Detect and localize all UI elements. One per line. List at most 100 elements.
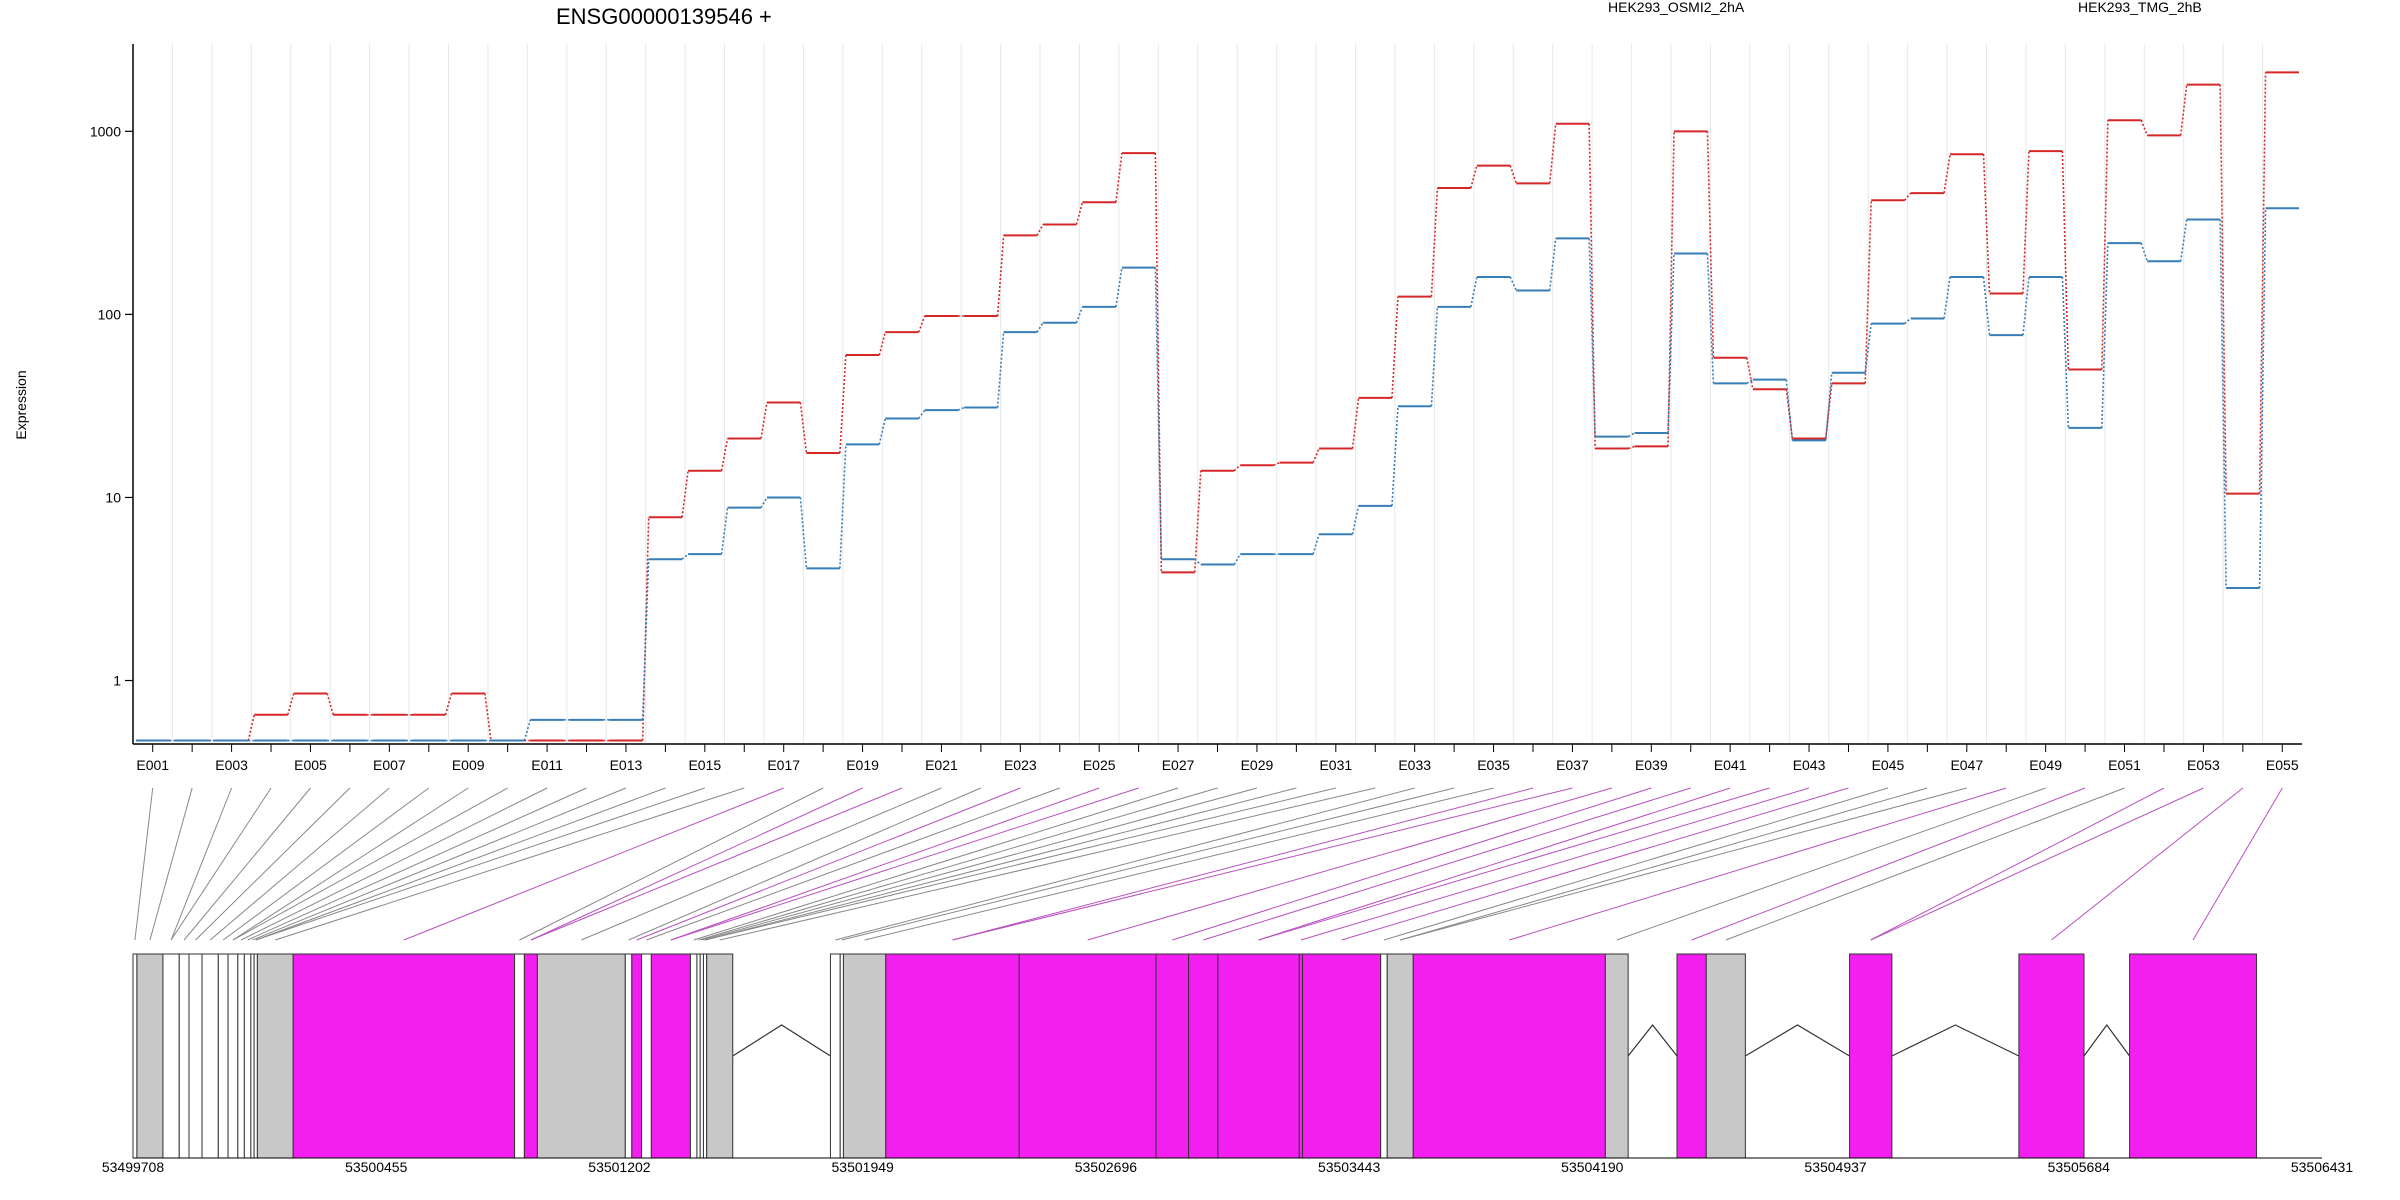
- exon-connector: [1691, 787, 2086, 941]
- exon-block: [689, 953, 698, 1159]
- y-tick-label: 1: [113, 673, 121, 689]
- exon-connector: [581, 787, 942, 941]
- exon-block: [162, 953, 180, 1159]
- series-riser: [1904, 317, 1912, 325]
- series-riser: [1115, 153, 1123, 203]
- exon-block: [523, 953, 538, 1159]
- x-tick-label: E039: [1635, 757, 1668, 773]
- series-riser: [760, 497, 768, 509]
- exon-connector: [835, 787, 1415, 941]
- series-riser: [1194, 558, 1202, 566]
- exon-connector-lines: [134, 787, 2283, 941]
- series-riser: [523, 719, 532, 741]
- exon-block: [536, 953, 626, 1159]
- series-riser: [720, 438, 729, 471]
- exon-connector: [195, 787, 351, 941]
- series-lines: [136, 71, 2299, 742]
- series-riser: [1667, 131, 1675, 447]
- series-riser: [2101, 120, 2109, 370]
- y-tick-label: 100: [98, 306, 122, 322]
- series-riser: [1864, 323, 1872, 373]
- exon-connector: [1258, 787, 1731, 941]
- exon-block: [706, 953, 734, 1159]
- exon-connector: [698, 787, 1218, 941]
- series-riser: [1351, 505, 1360, 535]
- x-tick-label: E055: [2266, 757, 2299, 773]
- intron-line: [1627, 1024, 1678, 1057]
- exon-connector: [670, 787, 1139, 941]
- series-riser: [1982, 154, 1991, 294]
- series-riser: [2061, 277, 2070, 428]
- exon-connector: [209, 787, 390, 941]
- series-riser: [1746, 378, 1754, 385]
- series-riser: [1075, 306, 1084, 324]
- intron-line: [2083, 1023, 2131, 1057]
- exon-block: [1705, 953, 1746, 1159]
- series-riser: [1706, 131, 1715, 358]
- exon-connector: [183, 787, 311, 941]
- series-riser: [681, 553, 689, 560]
- genomic-tick-label: 53503443: [1318, 1159, 1381, 1175]
- series-a: [136, 71, 2299, 742]
- series-riser: [1233, 464, 1241, 472]
- x-tick-label: E037: [1556, 757, 1589, 773]
- exon-connector: [1509, 787, 2007, 941]
- series-riser: [2140, 119, 2148, 136]
- exon-connector: [636, 787, 1021, 941]
- x-tick-label: E001: [136, 757, 169, 773]
- series-riser: [1273, 461, 1280, 466]
- x-tick-label: E015: [688, 757, 721, 773]
- x-tick-label: E033: [1398, 757, 1431, 773]
- exon-connector: [693, 787, 1179, 941]
- exon-block: [217, 953, 229, 1159]
- exon-connector: [403, 787, 784, 941]
- series-riser: [1470, 276, 1478, 307]
- genomic-tick-label: 53499708: [102, 1159, 165, 1175]
- exon-connector: [628, 787, 982, 941]
- series-riser: [2219, 219, 2227, 589]
- exon-block: [1302, 953, 1382, 1159]
- exon-connector: [670, 787, 1100, 941]
- x-tick-label: E007: [373, 757, 406, 773]
- exon-connector: [2192, 787, 2283, 941]
- x-tick-label: E041: [1714, 757, 1747, 773]
- exon-block: [237, 953, 245, 1159]
- series-riser: [1824, 372, 1833, 441]
- x-tick-label: E017: [767, 757, 800, 773]
- x-tick-label: E013: [610, 757, 643, 773]
- series-riser: [1824, 383, 1833, 439]
- series-riser: [1864, 200, 1872, 384]
- series-riser: [1391, 296, 1399, 398]
- exon-connector: [952, 787, 1534, 941]
- intron-line: [1891, 1024, 2020, 1057]
- series-riser: [799, 402, 808, 454]
- genomic-tick-label: 53504937: [1804, 1159, 1867, 1175]
- gene-model: 53499708 53500455 53501202 53501949 53502696…: [102, 953, 2353, 1175]
- genomic-tick-label: 53502696: [1075, 1159, 1138, 1175]
- genomic-tick-label: 53501202: [588, 1159, 651, 1175]
- genomic-tick-label: 53501949: [832, 1159, 895, 1175]
- exon-block: [1155, 953, 1190, 1159]
- series-riser: [839, 444, 847, 569]
- series-riser: [957, 406, 965, 411]
- series-riser: [1548, 238, 1557, 291]
- series-riser: [2219, 84, 2227, 494]
- x-tick-label: E009: [452, 757, 485, 773]
- series-riser: [1904, 192, 1912, 201]
- x-tick-label: E021: [925, 757, 958, 773]
- x-tick-label: E023: [1004, 757, 1037, 773]
- legend-entry-series-b: HEK293_TMG_2hB: [2078, 0, 2202, 15]
- exon-connector: [1383, 787, 1889, 941]
- x-tick-label: E011: [531, 757, 563, 773]
- genomic-tick-label: 53504190: [1561, 1159, 1624, 1175]
- exon-block: [256, 953, 294, 1159]
- series-b: [136, 207, 2299, 742]
- exon-connector: [530, 787, 863, 941]
- series-riser: [1193, 470, 1202, 573]
- exon-block: [132, 953, 138, 1159]
- exon-connector: [255, 787, 666, 941]
- exon-block: [292, 953, 516, 1159]
- exon-connector: [255, 787, 705, 941]
- series-riser: [247, 714, 256, 741]
